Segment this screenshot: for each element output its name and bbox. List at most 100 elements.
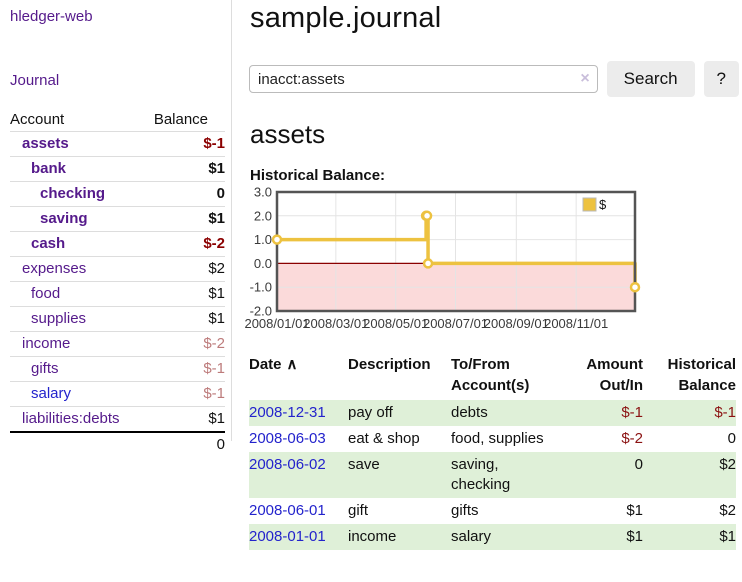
register-row[interactable]: 2008-06-01 gift gifts $1 $2	[249, 498, 736, 524]
sidebar-account-link-gifts[interactable]: gifts	[31, 360, 59, 377]
sidebar-account-link-liabilities-debts[interactable]: liabilities:debts	[22, 410, 120, 427]
account-row: supplies $1	[10, 306, 225, 332]
account-balance: $-1	[203, 135, 225, 152]
register-row[interactable]: 2008-06-03 eat & shop food, supplies $-2 0	[249, 426, 736, 452]
account-balance: $-1	[203, 360, 225, 377]
accounts-header-account: Account	[10, 111, 65, 128]
x-tick-label: 2008/11/01	[544, 316, 608, 331]
transaction-amount: $1	[626, 528, 643, 545]
transaction-description: eat & shop	[348, 430, 420, 447]
account-row: expenses $2	[10, 256, 225, 282]
y-tick-label: 0.0	[254, 256, 272, 271]
register-header-account: To/From Account(s)	[451, 356, 530, 394]
help-button[interactable]: ?	[703, 61, 739, 97]
account-balance: $-1	[203, 385, 225, 402]
account-row: salary $-1	[10, 381, 225, 407]
account-balance: $2	[208, 260, 225, 277]
transaction-description: gift	[348, 502, 369, 519]
x-tick-label: 2008/05/01	[363, 316, 428, 331]
account-row: bank $1	[10, 156, 225, 182]
transaction-balance: $2	[719, 456, 736, 473]
register-row[interactable]: 2008-01-01 income salary $1 $1	[249, 524, 736, 550]
clear-search-icon[interactable]: ×	[580, 70, 590, 87]
legend-label: $	[599, 197, 607, 212]
transaction-accounts: gifts	[451, 502, 479, 519]
register-header-date[interactable]: Date ∧	[249, 356, 298, 373]
sidebar-account-link-food[interactable]: food	[31, 285, 61, 302]
account-balance: $1	[208, 210, 225, 227]
y-tick-label: 3.0	[254, 185, 272, 200]
sidebar-account-link-cash[interactable]: cash	[31, 235, 66, 252]
transaction-description: pay off	[348, 404, 393, 421]
sidebar-account-link-checking[interactable]: checking	[40, 185, 106, 202]
account-row: assets $-1	[10, 131, 225, 157]
sidebar: hledger-web Journal Account Balance asse…	[0, 0, 232, 453]
y-tick-label: -1.0	[250, 280, 272, 295]
transaction-balance: $-1	[714, 404, 736, 421]
account-row: saving $1	[10, 206, 225, 232]
transaction-balance: 0	[727, 430, 736, 447]
account-balance: $-2	[203, 335, 225, 352]
register-row[interactable]: 2008-06-02 save saving, checking 0 $2	[249, 452, 736, 498]
y-tick-label: -2.0	[250, 304, 272, 319]
sidebar-item-journal[interactable]: Journal	[10, 72, 60, 89]
account-balance: $1	[208, 310, 225, 327]
account-balance: $1	[208, 160, 225, 177]
sidebar-account-link-expenses[interactable]: expenses	[22, 260, 87, 277]
sidebar-account-link-bank[interactable]: bank	[31, 160, 67, 177]
transaction-amount: $-2	[621, 430, 643, 447]
register-header-description: Description	[348, 356, 431, 373]
accounts-table: Account Balance assets $-1 bank $1 checking 0…	[10, 109, 225, 457]
accounts-header-balance: Balance	[153, 111, 209, 128]
account-row: food $1	[10, 281, 225, 307]
x-tick-label: 2008/03/01	[303, 316, 368, 331]
account-balance: 0	[216, 185, 225, 202]
y-tick-label: 2.0	[254, 208, 272, 223]
accounts-total-row: 0	[10, 432, 225, 457]
data-point	[422, 258, 434, 269]
transaction-description: income	[348, 528, 397, 545]
sidebar-account-link-supplies[interactable]: supplies	[31, 310, 87, 327]
historical-balance-chart: 3.0 2.0 1.0 0.0 -1.0 -2.02008/01/012008/03/01…	[244, 185, 641, 331]
data-point	[629, 281, 641, 293]
transaction-date-link[interactable]: 2008-06-02	[249, 456, 326, 473]
y-tick-label: 1.0	[254, 232, 272, 247]
register-header-amount: Amount Out/In	[586, 356, 643, 394]
transaction-date-link[interactable]: 2008-06-03	[249, 430, 326, 447]
sidebar-account-link-saving[interactable]: saving	[40, 210, 88, 227]
page-title: sample.journal	[250, 2, 442, 34]
brand-link[interactable]: hledger-web	[10, 8, 93, 25]
account-balance: $1	[208, 410, 225, 427]
search-button[interactable]: Search	[606, 61, 695, 97]
transaction-balance: $2	[719, 502, 736, 519]
register-row[interactable]: 2008-12-31 pay off debts $-1 $-1	[249, 400, 736, 426]
chart-title: Historical Balance:	[250, 167, 386, 184]
account-row: checking 0	[10, 181, 225, 207]
transaction-date-link[interactable]: 2008-01-01	[249, 528, 326, 545]
transaction-date-link[interactable]: 2008-12-31	[249, 404, 326, 421]
account-row: cash $-2	[10, 231, 225, 257]
sort-ascending-icon[interactable]: ∧	[286, 356, 298, 373]
transaction-accounts: salary	[451, 528, 492, 545]
account-row: liabilities:debts $1	[10, 406, 225, 433]
x-tick-label: 2008/09/01	[484, 316, 549, 331]
legend-swatch	[582, 197, 597, 212]
search-input[interactable]	[249, 65, 598, 93]
transaction-accounts: food, supplies	[451, 430, 544, 447]
data-point	[421, 210, 433, 222]
transaction-date-link[interactable]: 2008-06-01	[249, 502, 326, 519]
transaction-amount: $-1	[621, 404, 643, 421]
register-table: Date ∧ Description To/From Account(s) Amo…	[249, 352, 736, 550]
plot-border	[275, 190, 637, 313]
search-box: ×	[249, 65, 598, 93]
account-heading: assets	[250, 119, 326, 149]
transaction-balance: $1	[719, 528, 736, 545]
register-header-balance: Historical Balance	[667, 356, 736, 394]
sidebar-account-link-income[interactable]: income	[22, 335, 71, 352]
account-row: gifts $-1	[10, 356, 225, 382]
sidebar-account-link-salary[interactable]: salary	[31, 385, 72, 402]
x-tick-label: 2008/01/01	[244, 316, 309, 331]
sidebar-account-link-assets[interactable]: assets	[22, 135, 69, 152]
search-bar: × Search ?	[249, 61, 739, 97]
x-tick-label: 2008/07/01	[423, 316, 488, 331]
